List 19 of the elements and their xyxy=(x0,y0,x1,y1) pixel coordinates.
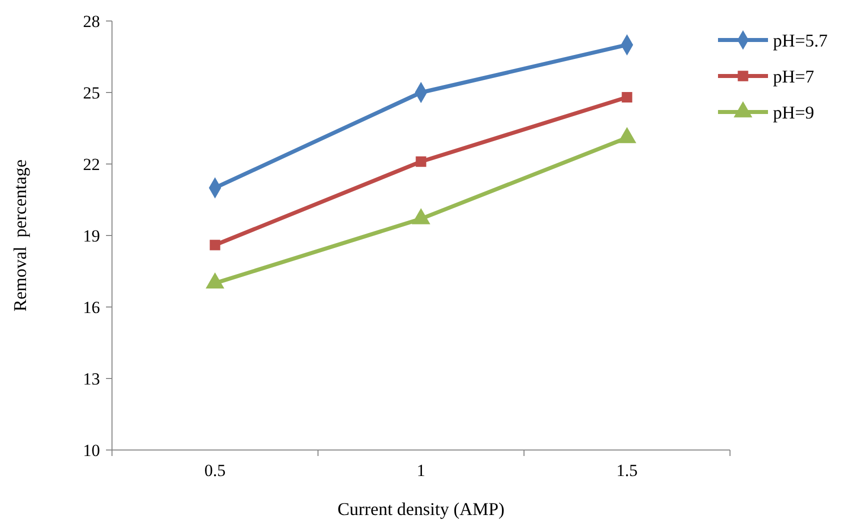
y-axis-title: Removal percentage xyxy=(10,160,30,312)
y-tick-label: 19 xyxy=(83,226,100,246)
y-tick-label: 10 xyxy=(83,440,100,460)
x-tick-label: 0.5 xyxy=(204,461,226,480)
legend-label: pH=7 xyxy=(773,66,814,86)
point xyxy=(622,92,632,103)
x-axis-title: Current density (AMP) xyxy=(338,499,504,519)
x-tick-label: 1.5 xyxy=(616,461,638,480)
y-tick-label: 16 xyxy=(83,298,100,317)
y-tick-label: 22 xyxy=(83,154,100,174)
y-tick-label: 28 xyxy=(83,12,100,31)
point xyxy=(210,240,220,250)
legend-label: pH=5.7 xyxy=(773,30,828,50)
y-tick-label: 13 xyxy=(83,369,100,388)
point xyxy=(416,156,426,167)
x-tick-label: 1 xyxy=(416,461,426,480)
y-tick-label: 25 xyxy=(83,83,100,102)
point xyxy=(206,272,224,289)
legend-label: pH=9 xyxy=(773,102,814,122)
